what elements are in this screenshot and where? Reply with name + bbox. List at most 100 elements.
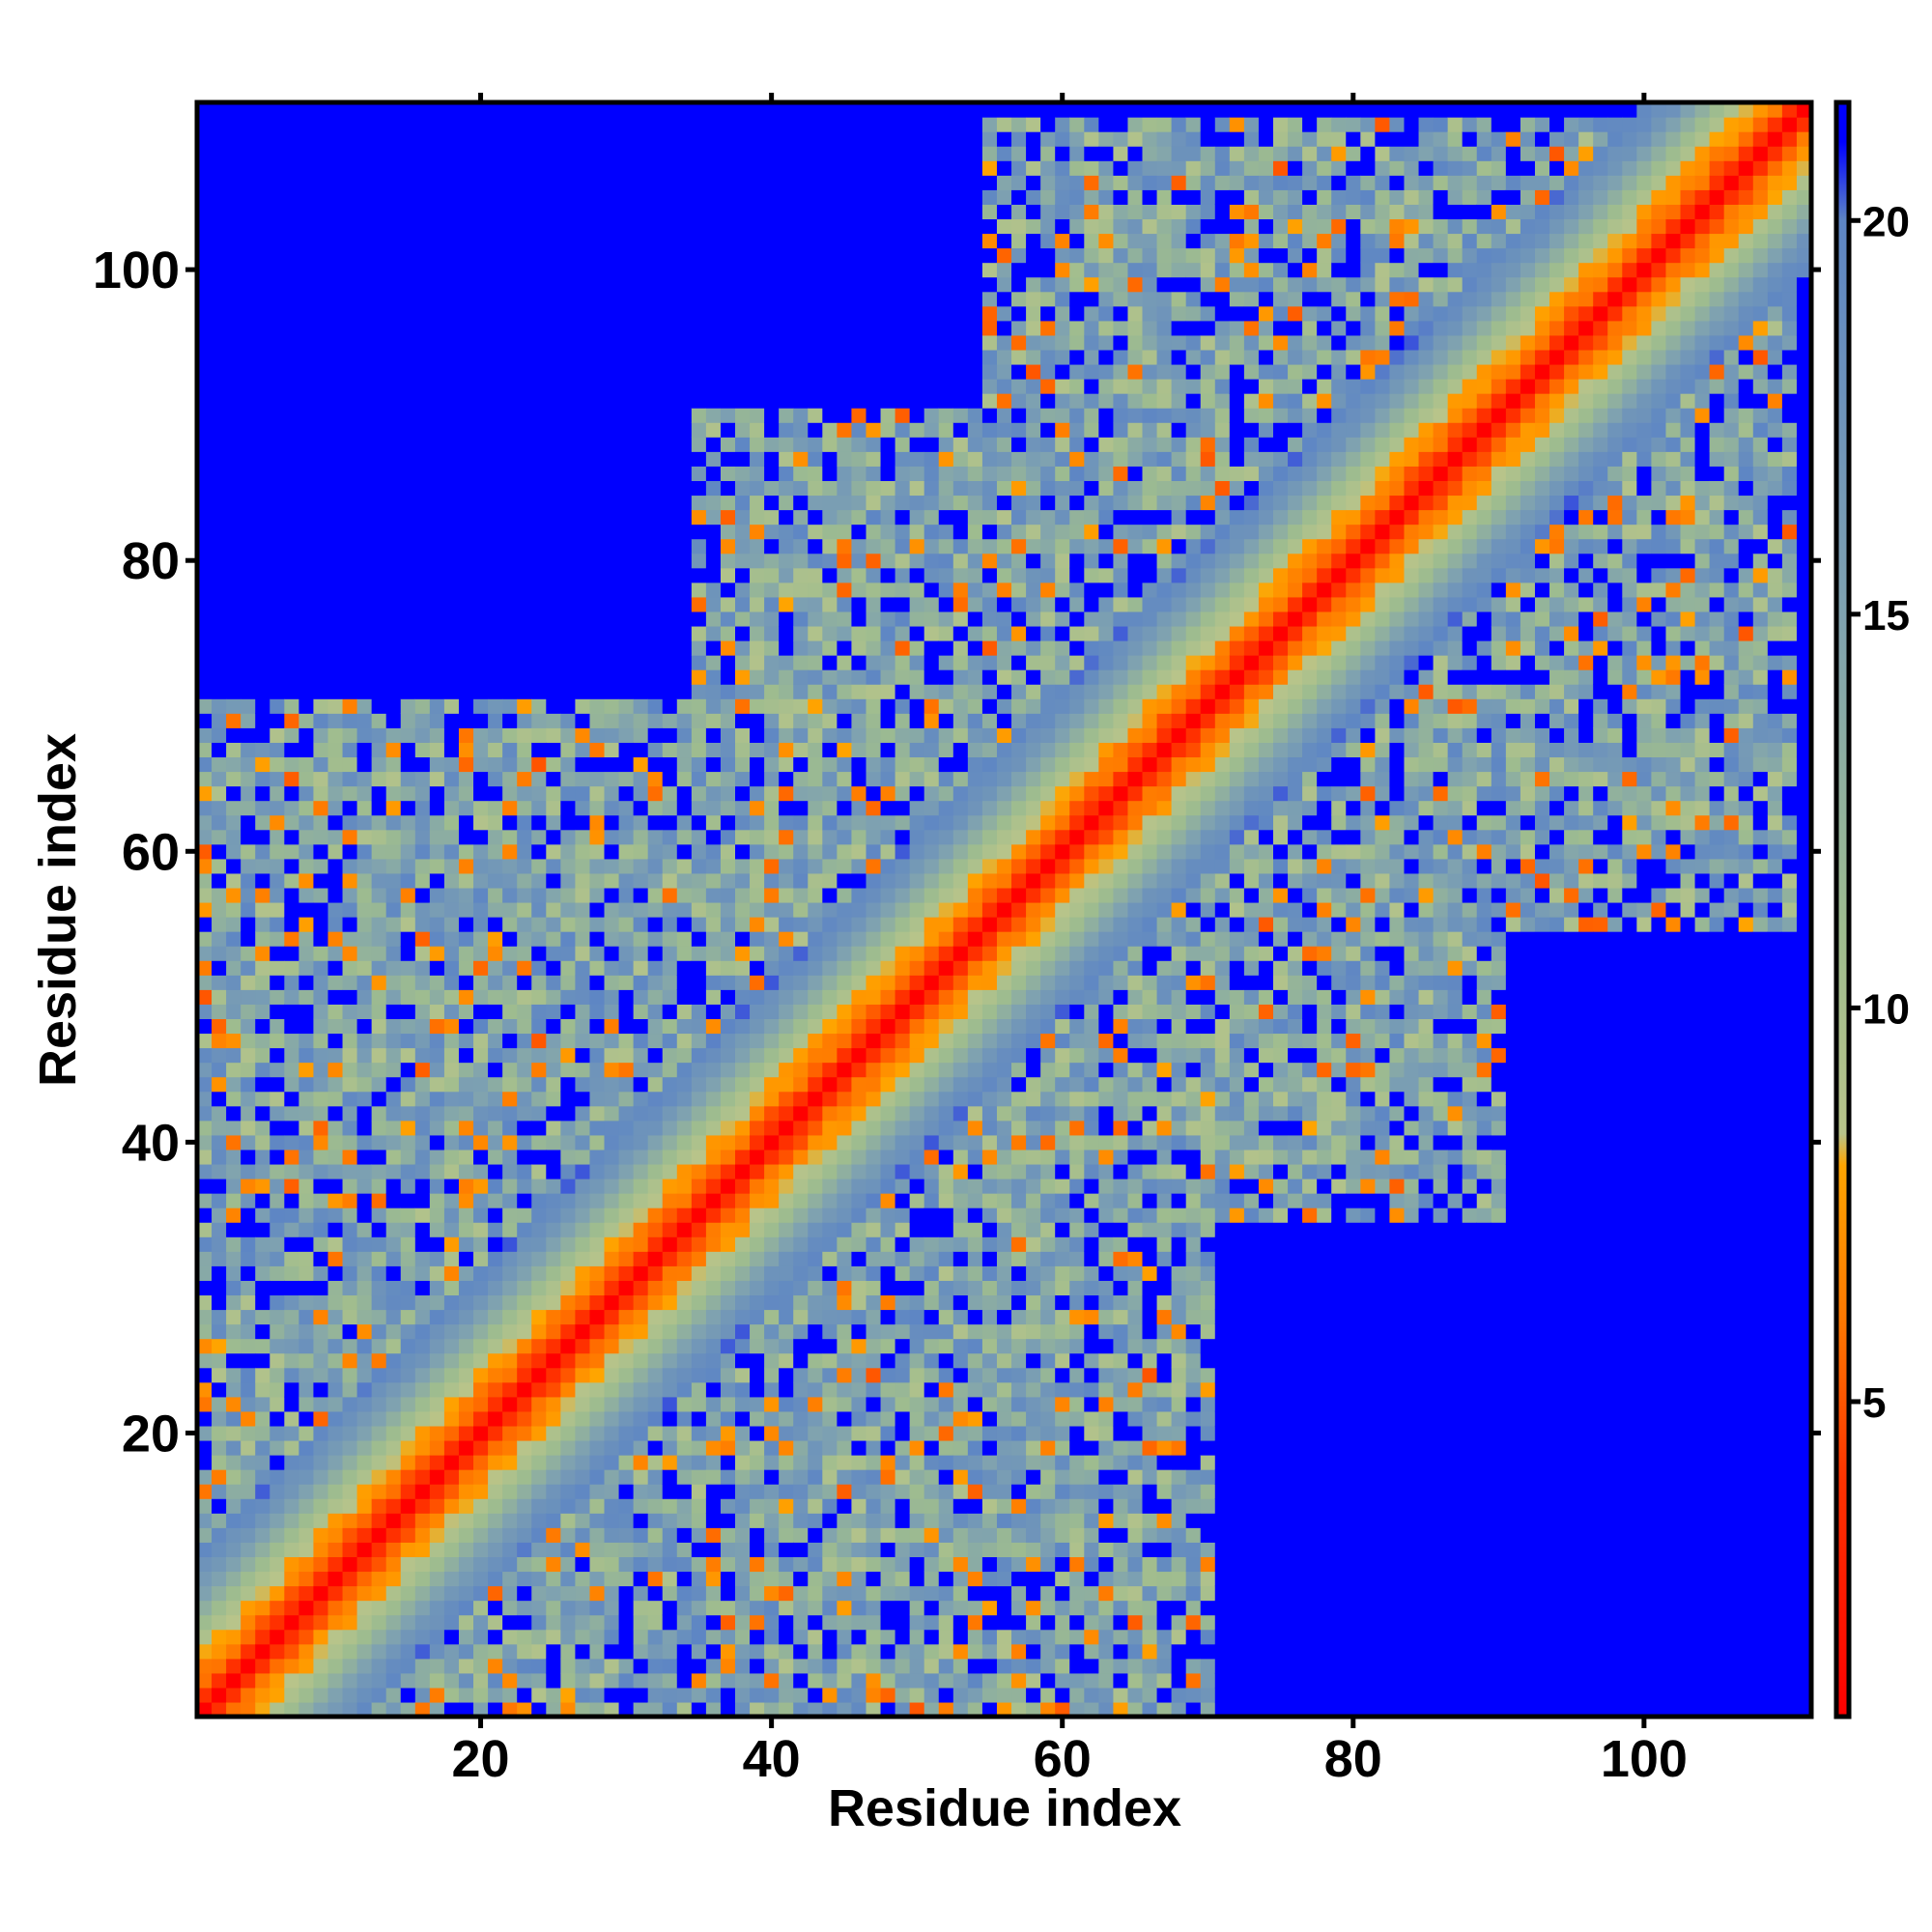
heatmap-cell: [560, 742, 576, 758]
heatmap-cell: [270, 1687, 285, 1703]
heatmap-cell: [618, 829, 635, 845]
heatmap-cell: [414, 655, 431, 670]
heatmap-cell: [443, 363, 460, 380]
heatmap-cell: [793, 334, 809, 351]
heatmap-cell: [270, 814, 285, 831]
heatmap-cell: [400, 1381, 416, 1398]
heatmap-cell: [458, 408, 474, 423]
heatmap-cell: [618, 1120, 635, 1136]
heatmap-cell: [342, 1338, 358, 1354]
heatmap-cell: [575, 1367, 591, 1383]
heatmap-cell: [371, 422, 387, 438]
heatmap-cell: [356, 1687, 373, 1703]
heatmap-cell: [385, 771, 402, 787]
heatmap-cell: [458, 960, 474, 976]
heatmap-cell: [604, 1600, 620, 1616]
heatmap-cell: [356, 320, 373, 336]
heatmap-cell: [212, 1367, 227, 1383]
heatmap-cell: [546, 1498, 561, 1514]
heatmap-cell: [575, 305, 591, 322]
heatmap-cell: [837, 771, 853, 787]
heatmap-cell: [837, 800, 853, 816]
heatmap-cell: [604, 713, 620, 728]
heatmap-cell: [720, 451, 736, 467]
heatmap-cell: [517, 349, 532, 365]
heatmap-cell: [647, 1455, 664, 1470]
heatmap-cell: [517, 1629, 532, 1645]
heatmap-cell: [822, 713, 838, 728]
heatmap-cell: [473, 1585, 489, 1602]
heatmap-cell: [837, 291, 853, 307]
heatmap-cell: [429, 1047, 445, 1064]
heatmap-cell: [764, 1323, 780, 1340]
heatmap-cell: [647, 1294, 664, 1311]
heatmap-cell: [517, 1701, 532, 1718]
heatmap-cell: [546, 771, 561, 787]
heatmap-cell: [241, 1643, 256, 1660]
heatmap-cell: [414, 887, 431, 903]
heatmap-cell: [793, 509, 809, 526]
heatmap-cell: [429, 1484, 445, 1499]
heatmap-cell: [837, 1134, 853, 1151]
heatmap-cell: [647, 204, 664, 220]
heatmap-cell: [400, 1193, 416, 1208]
heatmap-cell: [720, 611, 736, 627]
heatmap-cell: [793, 1367, 809, 1383]
heatmap-cell: [531, 1600, 547, 1616]
heatmap-cell: [676, 596, 693, 612]
heatmap-cell: [793, 1672, 809, 1689]
heatmap-cell: [255, 1439, 270, 1456]
heatmap-cell: [226, 1396, 242, 1412]
heatmap-cell: [443, 931, 460, 947]
heatmap-cell: [589, 1076, 606, 1093]
heatmap-cell: [662, 1672, 678, 1689]
heatmap-cell: [691, 1425, 707, 1441]
heatmap-cell: [589, 1323, 606, 1340]
heatmap-cell: [750, 1323, 765, 1340]
heatmap-cell: [604, 509, 620, 526]
heatmap-cell: [589, 363, 606, 380]
heatmap-cell: [502, 1004, 518, 1019]
heatmap-cell: [313, 1484, 329, 1499]
heatmap-cell: [750, 698, 765, 714]
heatmap-cell: [298, 1410, 315, 1427]
heatmap-cell: [429, 917, 445, 932]
heatmap-cell: [429, 1396, 445, 1412]
heatmap-cell: [429, 872, 445, 889]
heatmap-cell: [662, 189, 678, 205]
heatmap-cell: [356, 611, 373, 627]
heatmap-cell: [647, 1236, 664, 1252]
heatmap-cell: [560, 1600, 576, 1616]
heatmap-cell: [735, 146, 751, 161]
heatmap-cell: [560, 451, 576, 467]
heatmap-cell: [284, 931, 299, 947]
heatmap-cell: [575, 1484, 591, 1499]
heatmap-cell: [356, 1134, 373, 1151]
heatmap-cell: [735, 887, 751, 903]
heatmap-cell: [356, 1600, 373, 1616]
heatmap-cell: [750, 1134, 765, 1151]
heatmap-cell: [502, 1585, 518, 1602]
heatmap-cell: [313, 1643, 329, 1660]
heatmap-cell: [371, 437, 387, 452]
heatmap-cell: [531, 698, 547, 714]
heatmap-cell: [546, 1163, 561, 1179]
heatmap-cell: [604, 1047, 620, 1064]
heatmap-cell: [313, 742, 329, 758]
heatmap-cell: [633, 1193, 649, 1208]
heatmap-cell: [473, 1571, 489, 1587]
heatmap-cell: [429, 495, 445, 511]
heatmap-cell: [443, 713, 460, 728]
heatmap-cell: [356, 524, 373, 540]
heatmap-cell: [458, 1120, 474, 1136]
heatmap-cell: [720, 276, 736, 293]
heatmap-cell: [371, 611, 387, 627]
heatmap-cell: [546, 931, 561, 947]
heatmap-cell: [371, 713, 387, 728]
heatmap-cell: [647, 291, 664, 307]
heatmap-cell: [414, 291, 431, 307]
heatmap-cell: [356, 1571, 373, 1587]
heatmap-cell: [822, 567, 838, 583]
heatmap-cell: [429, 1222, 445, 1237]
heatmap-cell: [385, 1381, 402, 1398]
